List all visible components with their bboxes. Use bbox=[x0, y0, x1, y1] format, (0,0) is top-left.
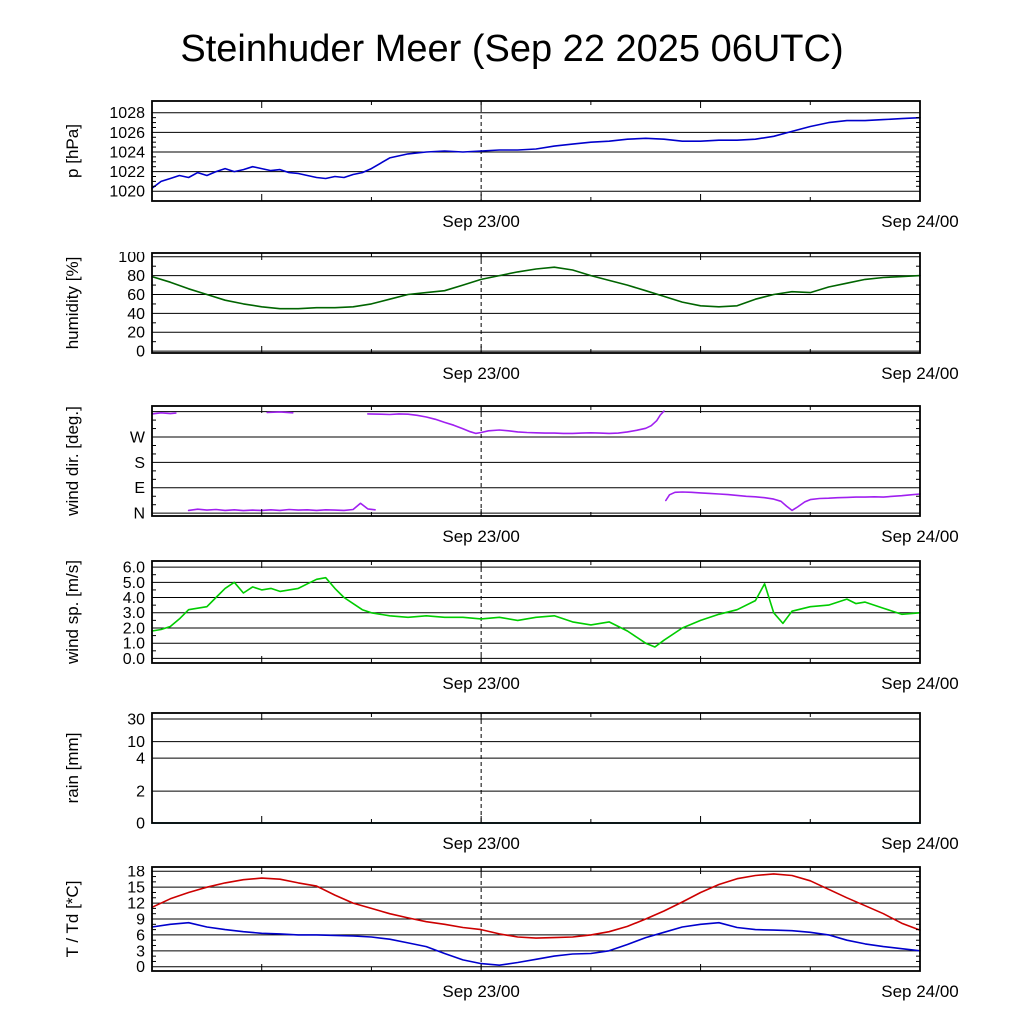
humidity-ytick-label: 60 bbox=[127, 287, 145, 304]
pressure-ylabel: p [hPa] bbox=[63, 124, 82, 178]
axis-group: 1020 1022 1024 1026 1028 Sep 23/00 Sep 24/00 p … bbox=[63, 100, 959, 231]
humidity-ytick-label: 0 bbox=[136, 344, 145, 361]
pressure-ytick-label: 1028 bbox=[109, 105, 145, 122]
grid-group bbox=[152, 101, 920, 201]
wind-direction-line bbox=[266, 411, 294, 414]
temperature-dewpoint-ytick-label: 9 bbox=[136, 911, 145, 928]
wind-speed-ytick-label: 0.0 bbox=[123, 651, 145, 668]
axis-group: 0.01.02.03.04.05.06.0 Sep 23/00 Sep 24/00 w… bbox=[63, 560, 959, 693]
panel-humidity: 0 20 40 60 80 100 Sep 23/00 Sep 24/00 humidity [… bbox=[63, 252, 959, 383]
wind-direction-ytick-label: W bbox=[130, 429, 146, 446]
grid-group bbox=[152, 867, 920, 971]
wind-direction-line bbox=[366, 410, 665, 435]
temperature-dewpoint-xtick-label: Sep 24/00 bbox=[881, 982, 959, 1001]
grid-group bbox=[152, 561, 920, 663]
humidity-ytick-label: 20 bbox=[127, 325, 145, 342]
chart-title: Steinhuder Meer (Sep 22 2025 06UTC) bbox=[180, 28, 844, 70]
axis-group: 0 2 410 30 Sep 23/00 Sep 24/00 rain [mm] bbox=[63, 712, 959, 853]
pressure-ytick-label: 1022 bbox=[109, 164, 145, 181]
humidity-ytick-label: 100 bbox=[118, 252, 145, 266]
wind-speed-ylabel: wind sp. [m/s] bbox=[63, 560, 82, 665]
wind-speed-xtick-label: Sep 24/00 bbox=[881, 674, 959, 693]
pressure-ytick-label: 1026 bbox=[109, 125, 145, 142]
wind-direction-xtick-label: Sep 24/00 bbox=[881, 527, 959, 546]
pressure-xtick-label: Sep 23/00 bbox=[442, 212, 520, 231]
wind-direction-ytick-label: S bbox=[134, 455, 145, 472]
series-group bbox=[151, 873, 921, 966]
wind-speed-line bbox=[151, 576, 921, 648]
panel-wind-speed: 0.01.02.03.04.05.06.0 Sep 23/00 Sep 24/00 w… bbox=[63, 560, 959, 693]
wind-direction-line bbox=[664, 491, 921, 512]
humidity-ylabel: humidity [%] bbox=[63, 257, 82, 350]
wind-direction-line bbox=[151, 412, 177, 415]
dewpoint-line bbox=[151, 921, 921, 966]
series-group bbox=[151, 576, 921, 648]
wind-speed-ytick-label: 4.0 bbox=[123, 590, 145, 607]
pressure-xtick-label: Sep 24/00 bbox=[881, 212, 959, 231]
rain-ylabel: rain [mm] bbox=[63, 733, 82, 804]
wind-direction-ytick-label: N bbox=[133, 506, 145, 523]
panel-rain: 0 2 410 30 Sep 23/00 Sep 24/00 rain [mm] bbox=[63, 712, 959, 853]
axis-group: 0 20 40 60 80 100 Sep 23/00 Sep 24/00 humidity [… bbox=[63, 252, 959, 383]
rain-ytick-label: 10 bbox=[127, 734, 145, 751]
series-group bbox=[151, 410, 921, 512]
pressure-ytick-label: 1020 bbox=[109, 184, 145, 201]
wind-speed-ytick-label: 5.0 bbox=[123, 575, 145, 592]
series-group bbox=[151, 266, 921, 310]
plot-border bbox=[151, 100, 921, 202]
temperature-dewpoint-ytick-label: 0 bbox=[136, 959, 145, 976]
humidity-xtick-label: Sep 23/00 bbox=[442, 364, 520, 383]
humidity-ytick-label: 40 bbox=[127, 306, 145, 323]
humidity-ytick-label: 80 bbox=[127, 268, 145, 285]
wind-direction-ytick-label: E bbox=[134, 480, 145, 497]
temperature-line bbox=[151, 873, 921, 939]
temperature-dewpoint-xtick-label: Sep 23/00 bbox=[442, 982, 520, 1001]
pressure-line bbox=[151, 116, 921, 190]
plot-border bbox=[151, 712, 921, 824]
series-group bbox=[151, 116, 921, 190]
plot-border bbox=[151, 405, 921, 517]
humidity-xtick-label: Sep 24/00 bbox=[881, 364, 959, 383]
plot-border bbox=[151, 560, 921, 664]
humidity-line bbox=[151, 266, 921, 310]
wind-direction-xtick-label: Sep 23/00 bbox=[442, 527, 520, 546]
wind-speed-ytick-label: 3.0 bbox=[123, 605, 145, 622]
wind-speed-ytick-label: 1.0 bbox=[123, 636, 145, 653]
plot-border bbox=[151, 866, 921, 972]
rain-ytick-label: 30 bbox=[127, 712, 145, 728]
rain-ytick-label: 2 bbox=[136, 784, 145, 801]
grid-group bbox=[152, 713, 920, 824]
grid-group bbox=[152, 253, 920, 353]
wind-speed-xtick-label: Sep 23/00 bbox=[442, 674, 520, 693]
rain-xtick-label: Sep 23/00 bbox=[442, 834, 520, 853]
temperature-dewpoint-ytick-label: 12 bbox=[127, 896, 145, 913]
temperature-dewpoint-ytick-label: 6 bbox=[136, 927, 145, 944]
rain-ytick-label: 0 bbox=[136, 815, 145, 832]
grid-group bbox=[152, 406, 920, 516]
wind-direction-line bbox=[187, 502, 376, 512]
rain-ytick-label: 4 bbox=[136, 751, 145, 768]
temperature-dewpoint-ytick-label: 15 bbox=[127, 880, 145, 897]
temperature-dewpoint-ylabel: T / Td [*C] bbox=[63, 881, 82, 958]
wind-speed-ytick-label: 6.0 bbox=[123, 560, 145, 577]
panel-pressure: 1020 1022 1024 1026 1028 Sep 23/00 Sep 24/00 p … bbox=[63, 100, 959, 231]
wind-direction-ylabel: wind dir. [deg.] bbox=[63, 406, 82, 517]
rain-xtick-label: Sep 24/00 bbox=[881, 834, 959, 853]
temperature-dewpoint-ytick-label: 18 bbox=[127, 866, 145, 881]
pressure-ytick-label: 1024 bbox=[109, 144, 145, 161]
wind-speed-ytick-label: 2.0 bbox=[123, 620, 145, 637]
plot-border bbox=[151, 252, 921, 354]
temperature-dewpoint-ytick-label: 3 bbox=[136, 943, 145, 960]
